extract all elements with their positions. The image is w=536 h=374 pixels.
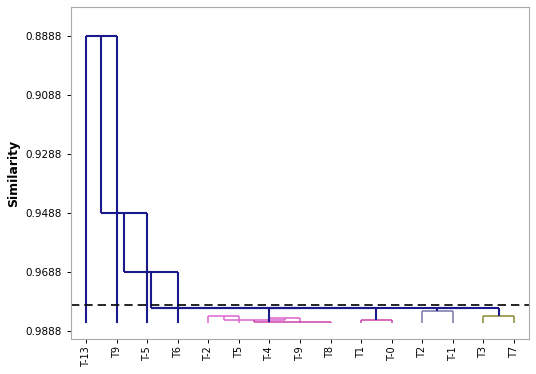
Y-axis label: Similarity: Similarity — [7, 140, 20, 207]
